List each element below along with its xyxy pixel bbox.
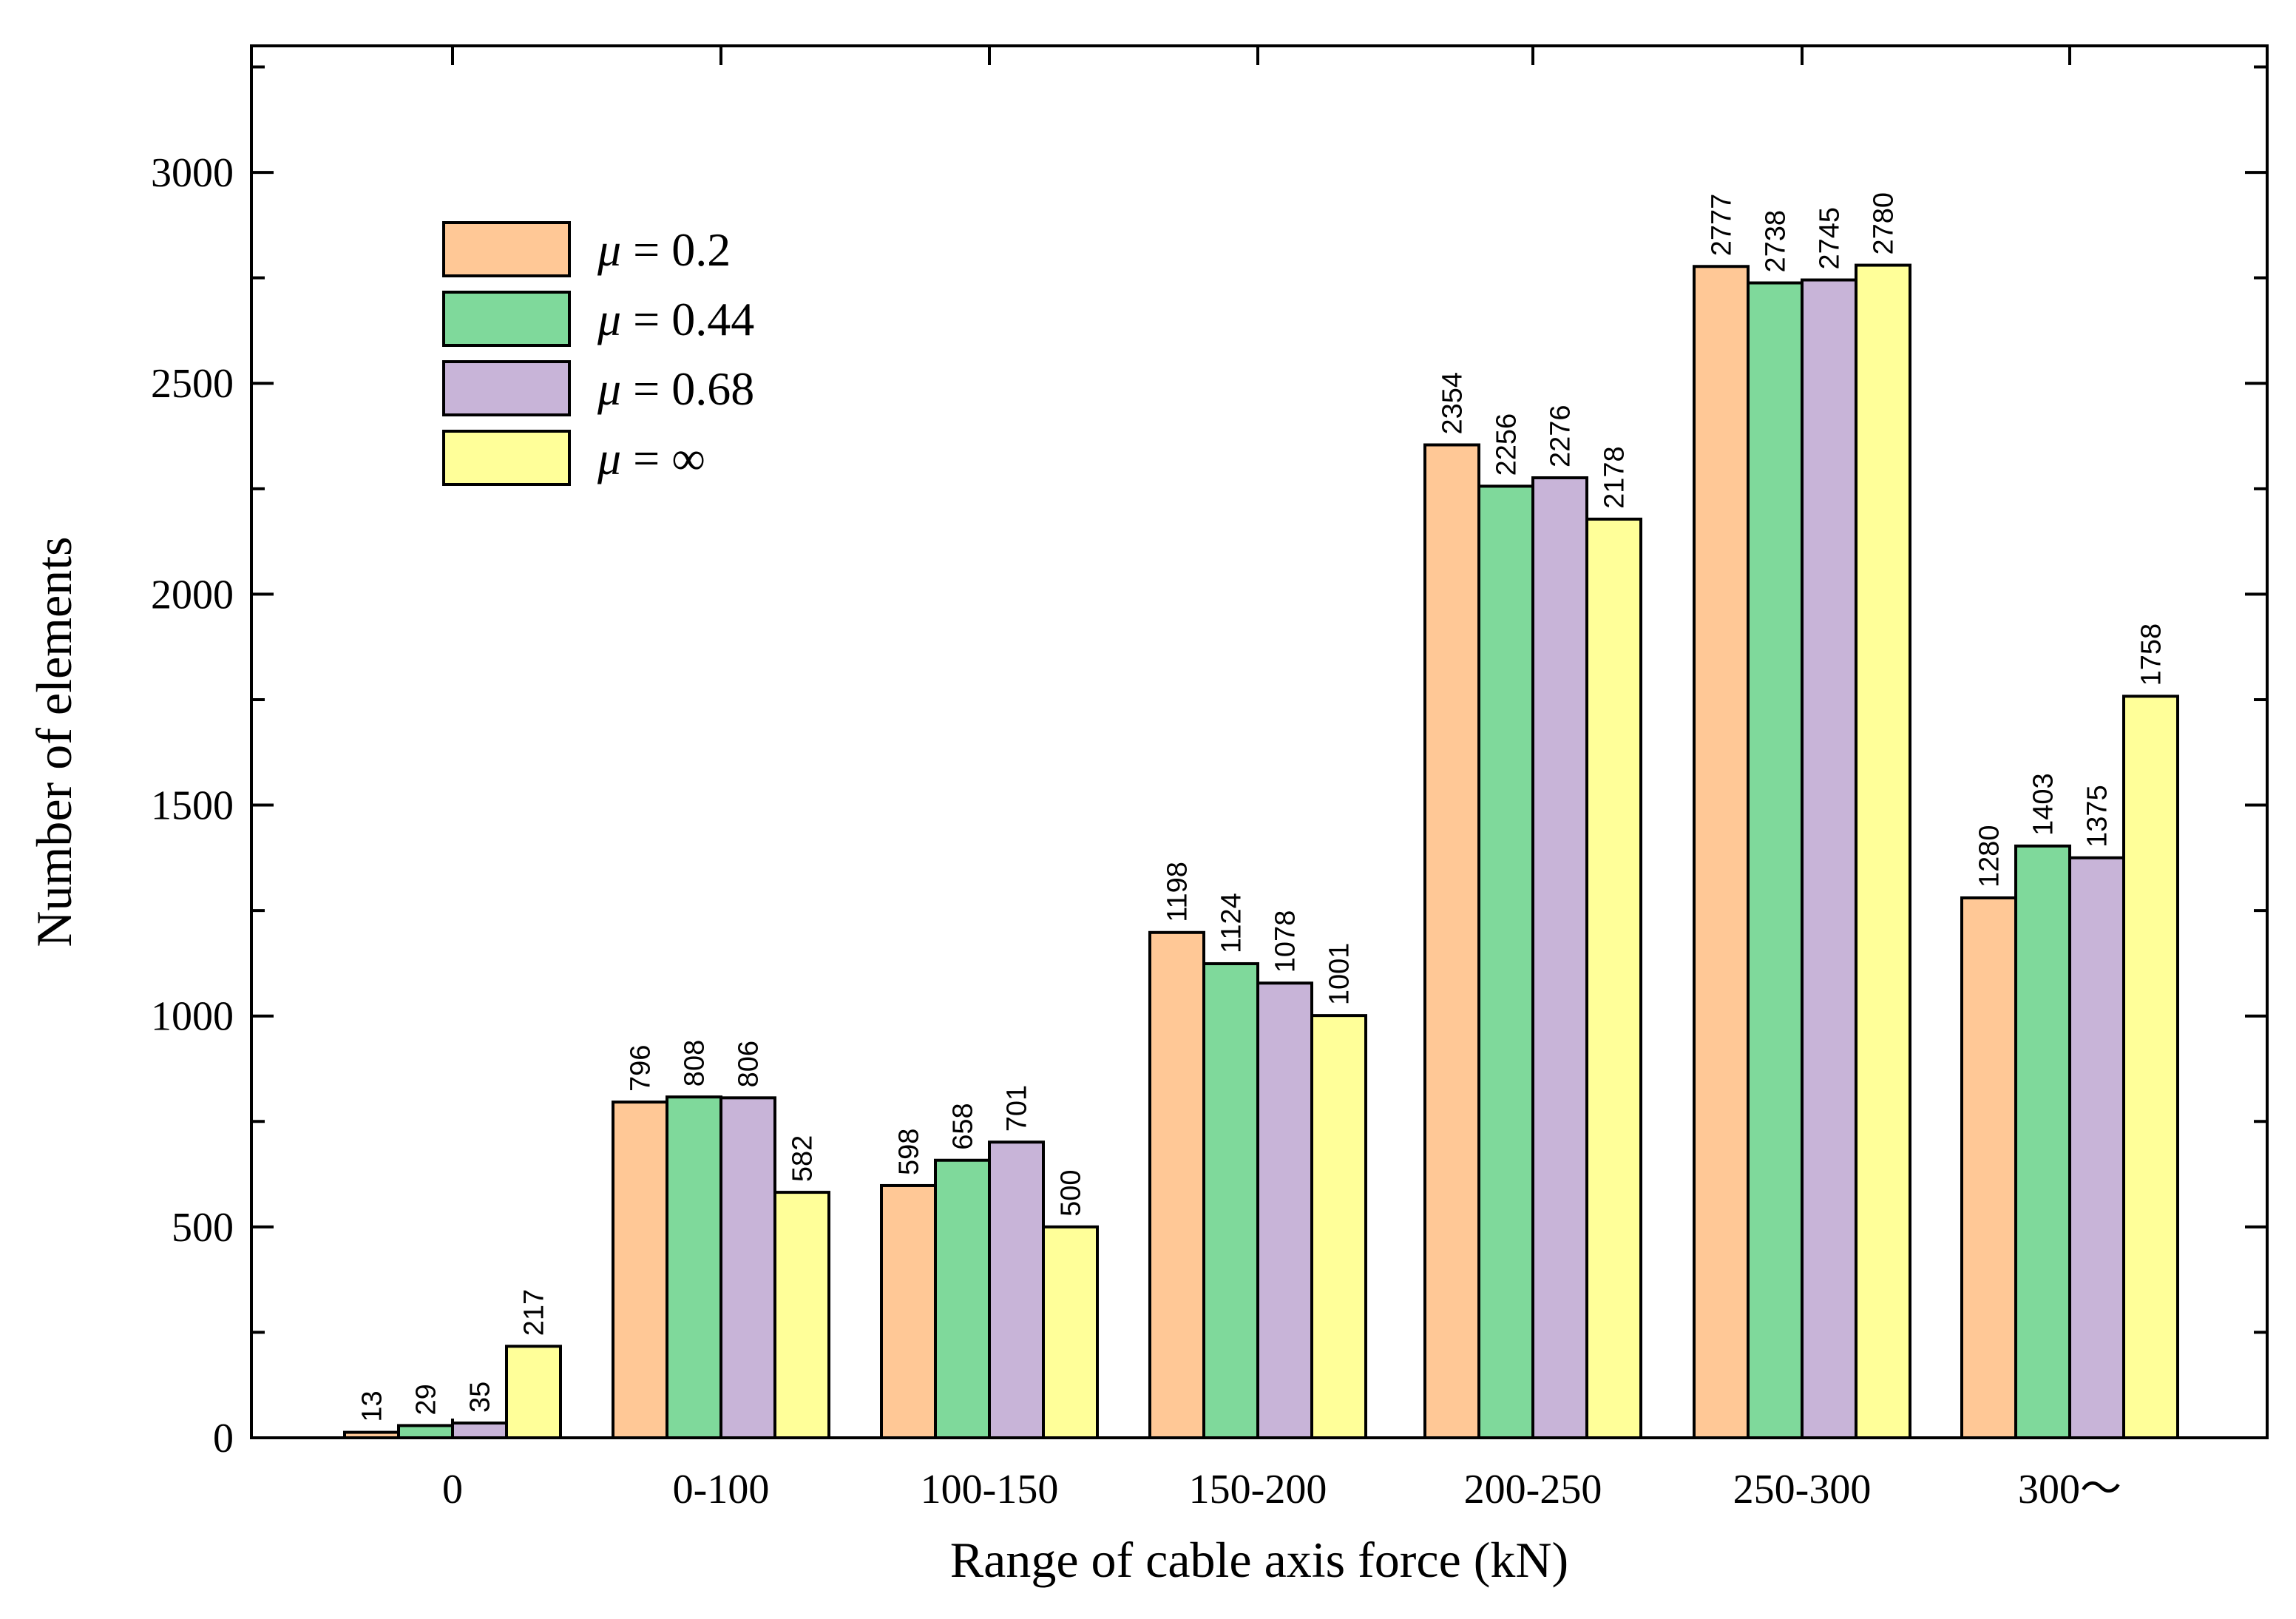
data-label-200-250-series-2: 2256 (1491, 413, 1523, 476)
bar-100-150-series-4 (1042, 1225, 1099, 1440)
x-tick-label-0: 0 (442, 1467, 463, 1512)
bar-200-250-series-2 (1477, 484, 1534, 1439)
data-label-200-250-series-4: 2178 (1599, 446, 1630, 509)
bars-layer (343, 263, 2179, 1440)
legend-swatch-series-4 (442, 430, 571, 486)
legend-value-text: = 0.2 (621, 223, 731, 276)
bar-300～-series-4 (2122, 694, 2179, 1439)
legend-label-series-4: μ = ∞ (597, 432, 705, 484)
data-label-300～-series-3: 1375 (2082, 785, 2113, 848)
x-tick-label-250-300: 250-300 (1733, 1467, 1872, 1512)
bar-250-300-series-2 (1747, 281, 1804, 1440)
bar-0-series-2 (397, 1424, 454, 1439)
bar-150-200-series-4 (1310, 1014, 1367, 1440)
data-label-250-300-series-2: 2738 (1761, 210, 1792, 273)
x-tick-label-100-150: 100-150 (921, 1467, 1059, 1512)
data-label-100-150-series-3: 701 (1002, 1085, 1033, 1132)
y-tick-label-500: 500 (172, 1205, 234, 1251)
legend: μ = 0.2μ = 0.44μ = 0.68μ = ∞ (442, 221, 754, 486)
bar-0-100-series-1 (612, 1101, 668, 1440)
data-label-0-series-3: 35 (465, 1382, 496, 1413)
x-tick-label-0-100: 0-100 (673, 1467, 770, 1512)
x-axis-title: Range of cable axis force (kN) (950, 1532, 1568, 1588)
data-label-100-150-series-2: 658 (948, 1103, 979, 1149)
bar-0-100-series-4 (773, 1191, 830, 1439)
bar-150-200-series-1 (1148, 930, 1205, 1439)
legend-swatch-series-3 (442, 360, 571, 416)
data-label-100-150-series-4: 500 (1056, 1169, 1087, 1216)
legend-mu-symbol: μ (597, 432, 621, 484)
x-tick-label-300～: 300～ (2018, 1467, 2121, 1512)
bar-150-200-series-2 (1202, 961, 1259, 1439)
bar-250-300-series-1 (1693, 265, 1750, 1440)
bar-200-250-series-4 (1585, 517, 1642, 1439)
data-label-0-100-series-1: 796 (626, 1045, 657, 1092)
bar-200-250-series-1 (1423, 443, 1480, 1439)
bar-250-300-series-4 (1855, 263, 1911, 1439)
legend-label-series-1: μ = 0.2 (597, 223, 731, 276)
y-tick-label-2500: 2500 (151, 361, 234, 407)
legend-mu-symbol: μ (597, 223, 621, 276)
data-label-0-100-series-4: 582 (788, 1135, 819, 1182)
data-label-250-300-series-1: 2777 (1707, 194, 1738, 257)
data-label-150-200-series-1: 1198 (1162, 862, 1193, 922)
legend-value-text: = 0.44 (621, 293, 754, 345)
bar-200-250-series-3 (1531, 476, 1588, 1439)
x-tick-label-150-200: 150-200 (1189, 1467, 1327, 1512)
data-label-0-series-4: 217 (519, 1289, 550, 1336)
legend-value-text: = ∞ (621, 432, 705, 484)
bar-300～-series-3 (2068, 856, 2125, 1440)
y-tick-label-0: 0 (213, 1416, 234, 1461)
axes-layer: 0 500 1000 1500 2000 2500 3000 0 0-100 100-150 150… (151, 44, 2269, 1512)
data-label-0-100-series-2: 808 (680, 1040, 711, 1086)
data-label-250-300-series-4: 2780 (1869, 192, 1900, 255)
bar-100-150-series-1 (880, 1183, 937, 1439)
bar-0-series-3 (451, 1422, 508, 1440)
legend-label-series-2: μ = 0.44 (597, 293, 754, 345)
bar-0-100-series-3 (719, 1096, 776, 1440)
data-label-0-100-series-3: 806 (734, 1041, 765, 1087)
legend-value-text: = 0.68 (621, 362, 754, 415)
data-label-150-200-series-4: 1001 (1324, 943, 1355, 1006)
data-label-200-250-series-1: 2354 (1437, 372, 1469, 435)
y-axis-title: Number of elements (26, 536, 82, 947)
y-tick-label-3000: 3000 (151, 150, 234, 196)
legend-label-series-3: μ = 0.68 (597, 362, 754, 415)
data-label-100-150-series-1: 598 (894, 1129, 925, 1175)
bar-150-200-series-3 (1256, 981, 1313, 1440)
bar-0-series-4 (505, 1345, 562, 1440)
bar-300～-series-1 (1960, 896, 2017, 1439)
data-label-200-250-series-3: 2276 (1545, 405, 1577, 467)
data-label-300～-series-2: 1403 (2028, 773, 2059, 836)
data-label-250-300-series-3: 2745 (1815, 207, 1846, 270)
y-tick-label-2000: 2000 (151, 572, 234, 618)
y-tick-label-1000: 1000 (151, 994, 234, 1040)
bar-100-150-series-3 (988, 1140, 1045, 1439)
legend-swatch-series-1 (442, 221, 571, 277)
data-label-300～-series-4: 1758 (2136, 623, 2167, 686)
x-tick-label-200-250: 200-250 (1464, 1467, 1602, 1512)
y-tick-label-1500: 1500 (151, 783, 234, 829)
data-label-0-series-1: 13 (357, 1390, 388, 1422)
bar-300～-series-2 (2014, 844, 2071, 1439)
bar-250-300-series-3 (1801, 278, 1858, 1439)
data-label-0-series-2: 29 (411, 1384, 442, 1415)
legend-mu-symbol: μ (597, 362, 621, 415)
data-label-150-200-series-2: 1124 (1216, 893, 1247, 953)
data-label-300～-series-1: 1280 (1974, 825, 2005, 888)
bar-0-100-series-2 (666, 1095, 722, 1440)
bar-100-150-series-2 (934, 1158, 991, 1439)
legend-swatch-series-2 (442, 291, 571, 347)
data-label-150-200-series-3: 1078 (1270, 910, 1301, 973)
legend-mu-symbol: μ (597, 293, 621, 345)
data-labels-layer: 13 29 35 217 796 808 806 582 598 658 701 500 1198 112… (357, 192, 2167, 1422)
